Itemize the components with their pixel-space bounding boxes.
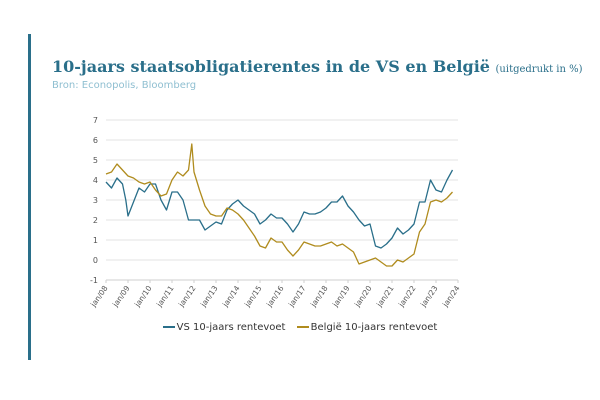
y-tick-label: 4 — [93, 176, 98, 185]
x-tick-label: jan/14 — [220, 284, 242, 309]
x-tick-label: jan/19 — [330, 284, 352, 309]
chart-title-text: 10-jaars staatsobligatierentes in de VS … — [52, 57, 490, 76]
y-tick-label: -1 — [90, 276, 98, 285]
chart-legend: VS 10-jaars rentevoet België 10-jaars re… — [0, 322, 600, 333]
x-tick-label: jan/09 — [110, 284, 132, 309]
chart-title-unit: (uitgedrukt in %) — [495, 64, 583, 75]
y-tick-label: 2 — [93, 216, 98, 225]
y-tick-label: 3 — [93, 196, 98, 205]
x-tick-label: jan/08 — [88, 284, 110, 309]
series-line-us — [105, 169, 454, 249]
legend-label-be: België 10-jaars rentevoet — [310, 322, 438, 333]
accent-bar — [28, 34, 31, 360]
y-tick-label: 0 — [93, 256, 98, 265]
x-tick-label: jan/22 — [396, 284, 418, 309]
x-tick-label: jan/21 — [374, 284, 396, 309]
y-tick-label: 1 — [93, 236, 98, 245]
legend-item-be: België 10-jaars rentevoet — [296, 322, 438, 333]
y-tick-label: 6 — [93, 136, 98, 145]
x-tick-label: jan/23 — [418, 284, 440, 309]
legend-item-us: VS 10-jaars rentevoet — [162, 322, 286, 333]
chart-source: Bron: Econopolis, Bloomberg — [52, 80, 197, 91]
x-tick-label: jan/12 — [176, 284, 198, 309]
legend-swatch-us — [162, 326, 175, 328]
x-tick-label: jan/11 — [154, 284, 176, 309]
x-tick-label: jan/10 — [132, 284, 154, 309]
legend-label-us: VS 10-jaars rentevoet — [176, 322, 286, 333]
x-tick-label: jan/20 — [352, 284, 374, 309]
x-tick-label: jan/13 — [198, 284, 220, 309]
y-tick-label: 7 — [93, 116, 98, 125]
x-tick-label: jan/15 — [242, 284, 264, 309]
chart-title: 10-jaars staatsobligatierentes in de VS … — [52, 57, 583, 76]
legend-swatch-be — [296, 326, 309, 328]
x-tick-label: jan/16 — [264, 284, 286, 309]
y-tick-label: 5 — [93, 156, 98, 165]
x-tick-label: jan/24 — [440, 284, 462, 309]
x-tick-label: jan/18 — [308, 284, 330, 309]
series-line-be — [105, 143, 453, 267]
x-tick-label: jan/17 — [286, 284, 308, 309]
